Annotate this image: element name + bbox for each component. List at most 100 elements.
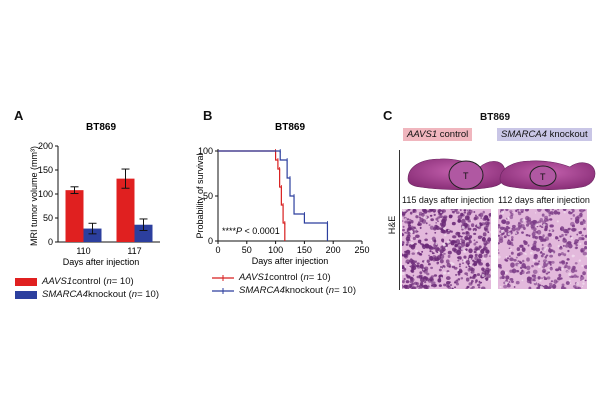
histology-nucleus: [520, 210, 524, 214]
histology-nucleus: [437, 261, 440, 264]
legend-a-knockout-gene: SMARCA4: [42, 289, 88, 300]
histology-nucleus: [422, 284, 425, 288]
histology-nucleus: [501, 219, 507, 225]
histology-nucleus: [461, 218, 466, 225]
histology-nucleus: [480, 249, 485, 254]
panel-c-header-control-gene: AAVS1: [407, 129, 438, 140]
histology-space: [410, 238, 413, 241]
histology-space: [410, 241, 414, 245]
histology-space: [581, 285, 584, 288]
histology-nucleus: [467, 219, 471, 223]
histology-nucleus: [402, 225, 405, 228]
histology-nucleus: [439, 258, 444, 264]
histology-space: [438, 251, 441, 254]
histology-nucleus: [571, 228, 577, 232]
histology-nucleus: [515, 227, 521, 231]
histology-nucleus: [429, 250, 432, 253]
legend-a-control-swatch: [15, 277, 37, 286]
histology-nucleus: [457, 234, 461, 238]
histology-nucleus: [441, 209, 446, 213]
histology-nucleus: [412, 209, 416, 212]
histology-nucleus: [415, 215, 419, 219]
histology-nucleus: [532, 269, 538, 275]
histology-nucleus: [481, 237, 486, 242]
histology-nucleus: [402, 265, 405, 269]
histology-space: [489, 230, 491, 234]
histology-nucleus: [538, 236, 543, 240]
histology-nucleus: [544, 215, 548, 220]
histology-nucleus: [505, 209, 509, 212]
histology-nucleus: [584, 234, 587, 238]
histology-nucleus: [513, 258, 517, 262]
bar: [116, 178, 135, 242]
histology-nucleus: [508, 280, 511, 284]
histology-nucleus: [487, 231, 490, 234]
chart-b-annotation: ****P < 0.0001: [222, 226, 280, 236]
histology-nucleus: [525, 215, 530, 221]
histology-space: [579, 242, 582, 246]
histology-nucleus: [461, 228, 464, 231]
legend-a-control-n-rest: = 10): [111, 276, 134, 287]
histology-nucleus: [469, 266, 473, 271]
histology-nucleus: [549, 224, 554, 228]
histology-space: [539, 272, 541, 274]
histology-nucleus: [548, 247, 551, 250]
histology-nucleus: [442, 241, 444, 243]
histology-space: [404, 217, 406, 220]
histology-nucleus: [574, 218, 580, 224]
histology-nucleus: [457, 273, 461, 276]
histology-nucleus: [451, 287, 454, 289]
histology-nucleus: [455, 211, 460, 215]
histology-space: [534, 281, 537, 284]
histology-nucleus: [468, 240, 472, 244]
histology-nucleus: [515, 209, 518, 213]
histology-nucleus: [528, 277, 534, 282]
histology-space: [415, 249, 418, 253]
histology-nucleus: [485, 223, 490, 228]
histology-nucleus: [454, 243, 459, 247]
histology-space: [504, 281, 508, 285]
histology-nucleus: [417, 223, 420, 226]
histology-nucleus: [532, 235, 537, 239]
histology-nucleus: [419, 263, 424, 269]
histology-nucleus: [484, 243, 487, 246]
histology-nucleus: [579, 221, 584, 226]
histology-nucleus: [550, 266, 553, 269]
histology-space: [509, 248, 512, 251]
histology-nucleus: [410, 269, 414, 273]
histology-space: [504, 271, 508, 275]
histology-nucleus: [461, 213, 465, 217]
histology-nucleus: [436, 251, 439, 254]
histology-nucleus: [413, 242, 417, 246]
histology-nucleus: [498, 234, 501, 237]
histology-space: [442, 267, 445, 269]
histology-nucleus: [405, 274, 409, 277]
histology-space: [427, 218, 430, 221]
histology-nucleus: [482, 217, 487, 221]
histology-space: [413, 275, 415, 277]
histology-nucleus: [545, 236, 549, 241]
histology-nucleus: [556, 211, 561, 215]
histology-nucleus: [439, 227, 443, 231]
histology-nucleus: [473, 211, 476, 213]
histology-nucleus: [424, 238, 428, 242]
histology-space: [499, 285, 502, 289]
histology-space: [537, 265, 541, 269]
histology-nucleus: [419, 253, 423, 256]
histology-nucleus: [475, 241, 479, 244]
histology-nucleus: [559, 261, 562, 264]
histology-nucleus: [511, 268, 517, 274]
panel-c-header-knockout: SMARCA4 knockout: [497, 128, 592, 141]
histology-space: [517, 264, 520, 267]
histology-nucleus: [435, 222, 438, 224]
histology-space: [462, 258, 466, 262]
histology-space: [500, 230, 504, 234]
histology-nucleus: [565, 261, 568, 265]
histology-nucleus: [473, 242, 477, 246]
histology-nucleus: [470, 287, 473, 289]
histology-nucleus: [540, 251, 543, 253]
histology-nucleus: [466, 274, 469, 276]
histology-space: [582, 279, 585, 282]
histology-nucleus: [582, 220, 586, 223]
histology-nucleus: [446, 281, 451, 285]
